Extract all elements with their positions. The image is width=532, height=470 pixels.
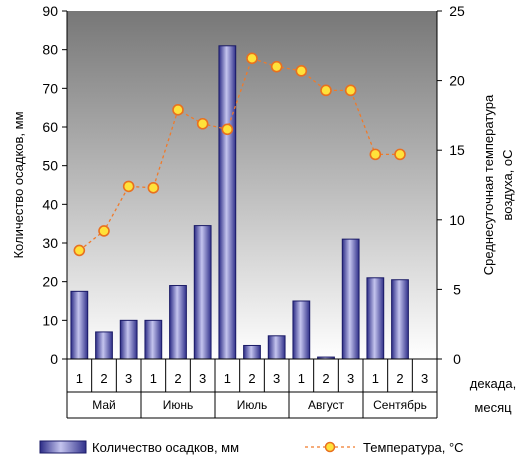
temperature-line	[73, 52, 406, 257]
temperature-point	[122, 180, 135, 193]
decade-label: 1	[372, 371, 379, 386]
precipitation-bar	[169, 285, 187, 360]
left-tick-label: 70	[42, 80, 58, 96]
right-axis-ticks: 0 5 10 15 20 25	[437, 3, 465, 367]
x-axis-title-line2: месяц	[474, 400, 512, 415]
temperature-point	[246, 52, 258, 65]
month-label: Август	[308, 398, 345, 412]
temperature-point	[295, 65, 308, 77]
right-tick-label: 5	[453, 281, 461, 297]
right-tick-label: 20	[449, 73, 465, 89]
decade-label: 1	[150, 371, 157, 386]
decade-label: 3	[199, 371, 206, 386]
left-tick-label: 10	[42, 312, 58, 328]
temperature-point	[270, 60, 283, 73]
temperature-point	[221, 123, 234, 136]
right-tick-label: 10	[449, 212, 465, 228]
precipitation-bar	[341, 238, 360, 360]
left-tick-label: 50	[42, 158, 58, 174]
decade-label: 2	[322, 371, 329, 386]
temperature-point	[196, 117, 209, 130]
left-axis-ticks: 0 10 20 30 40 50 60 70 80 90	[42, 3, 67, 367]
precipitation-bar	[70, 290, 89, 360]
decade-label: 2	[248, 371, 255, 386]
decade-label: 3	[421, 371, 428, 386]
axes	[66, 11, 438, 360]
decade-label: 1	[76, 371, 83, 386]
temperature-point	[369, 148, 382, 161]
left-tick-label: 30	[42, 235, 58, 251]
decade-label: 3	[273, 371, 280, 386]
left-tick-label: 60	[42, 119, 58, 135]
x-axis-labels: 1 2 3 1 2 3 1 2 3 1 2 3 1 2 3 Май Июнь Июль Август Сентябрь	[66, 359, 438, 419]
left-tick-label: 20	[42, 274, 58, 290]
decade-label: 1	[224, 371, 231, 386]
decade-label: 2	[100, 371, 107, 386]
legend: Количество осадков, мм Температура, °С	[39, 440, 464, 455]
precipitation-bar	[292, 300, 311, 360]
decade-label: 2	[396, 371, 403, 386]
precipitation-bar	[366, 277, 385, 360]
right-axis-title-line2: воздуха, оС	[500, 149, 515, 220]
left-tick-label: 0	[50, 351, 58, 367]
month-label: Сентябрь	[373, 398, 427, 412]
month-label: Май	[92, 398, 116, 412]
month-label: Июль	[237, 398, 268, 412]
temperature-point	[344, 84, 357, 97]
precipitation-bar	[193, 225, 212, 360]
month-label: Июнь	[163, 398, 194, 412]
temperature-point	[320, 84, 332, 97]
decade-label: 3	[347, 371, 354, 386]
left-tick-label: 40	[42, 196, 58, 212]
legend-bar-label: Количество осадков, мм	[92, 440, 239, 455]
precipitation-bar	[391, 279, 409, 360]
decade-label: 3	[125, 371, 132, 386]
precipitation-bar	[144, 319, 163, 360]
legend-line-marker	[324, 441, 336, 453]
temperature-point	[172, 104, 184, 116]
left-tick-label: 80	[42, 42, 58, 58]
legend-bar-swatch	[39, 440, 87, 454]
temperature-point	[73, 244, 86, 257]
right-tick-label: 0	[453, 351, 461, 367]
right-tick-label: 25	[449, 3, 465, 19]
left-tick-label: 90	[42, 3, 58, 19]
precipitation-bar	[95, 331, 113, 360]
precipitation-bars	[70, 45, 409, 360]
temperature-point	[147, 181, 160, 194]
precipitation-bar	[119, 319, 138, 360]
precipitation-bar	[243, 344, 261, 360]
decade-label: 2	[174, 371, 181, 386]
temperature-point	[394, 148, 406, 161]
right-tick-label: 15	[449, 142, 465, 158]
x-axis-title-line1: декада,	[470, 376, 516, 391]
temperature-point	[98, 225, 110, 237]
decade-label: 1	[298, 371, 305, 386]
right-axis-title-line1: Среднесуточная температура	[481, 94, 496, 275]
precipitation-bar	[218, 45, 237, 360]
left-axis-title: Количество осадков, мм	[11, 111, 26, 258]
legend-line-label: Температура, °С	[363, 440, 464, 455]
precipitation-bar	[267, 335, 286, 360]
